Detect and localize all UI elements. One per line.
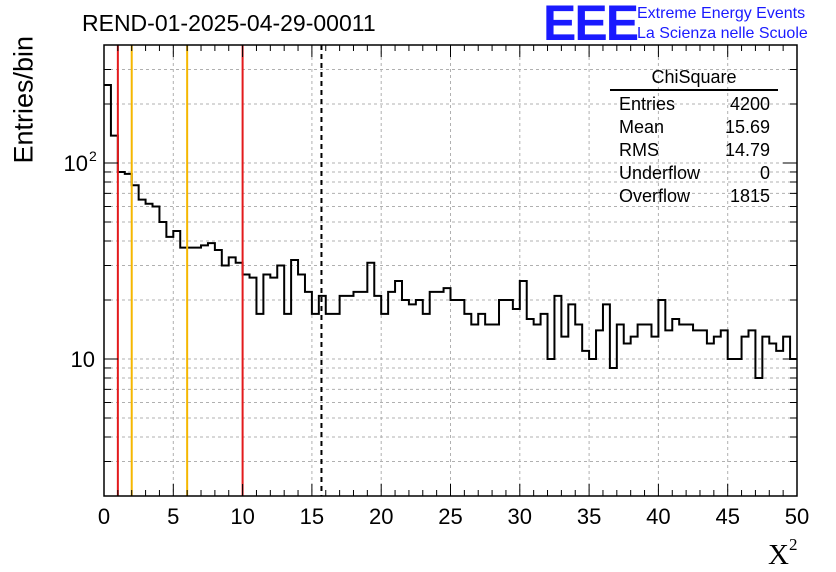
histogram-series — [104, 84, 797, 379]
y-tick-exponent: 2 — [89, 148, 97, 164]
stats-label: Mean — [619, 117, 665, 137]
stats-value: 0 — [759, 163, 770, 183]
y-tick-label: 10 — [71, 347, 95, 372]
x-tick-label: 20 — [369, 504, 393, 529]
x-tick-label: 10 — [230, 504, 254, 529]
eee-logo: EEE — [543, 0, 639, 51]
stats-value: 4200 — [729, 94, 770, 114]
stats-label: Overflow — [619, 186, 691, 206]
x-tick-label: 25 — [438, 504, 462, 529]
x-tick-label: 45 — [715, 504, 739, 529]
stats-label: RMS — [619, 140, 659, 160]
x-axis-label-base: X — [768, 539, 789, 571]
logo-caption: Extreme Energy Events La Scienza nelle S… — [637, 4, 808, 44]
x-tick-label: 50 — [785, 504, 809, 529]
stats-row-mean: Mean 15.69 — [610, 116, 778, 139]
stats-value: 14.79 — [724, 140, 770, 160]
stats-row-entries: Entries 4200 — [610, 93, 778, 116]
stats-label: Underflow — [619, 163, 701, 183]
stats-value: 15.69 — [724, 117, 770, 137]
x-tick-label: 40 — [646, 504, 670, 529]
stats-label: Entries — [619, 94, 676, 114]
stats-row-underflow: Underflow 0 — [610, 162, 778, 185]
x-tick-label: 35 — [577, 504, 601, 529]
x-tick-label: 5 — [167, 504, 179, 529]
stats-value: 1815 — [729, 186, 770, 206]
x-tick-label: 0 — [98, 504, 110, 529]
x-axis-label-superscript: 2 — [788, 535, 798, 554]
stats-row-overflow: Overflow 1815 — [610, 185, 778, 208]
x-tick-label: 30 — [508, 504, 532, 529]
stats-row-rms: RMS 14.79 — [610, 139, 778, 162]
y-tick-label: 10 — [64, 151, 88, 176]
logo-caption-line2: La Scienza nelle Scuole — [637, 25, 808, 42]
x-tick-label: 15 — [300, 504, 324, 529]
y-axis-label: Entries/bin — [8, 35, 39, 164]
x-axis-label: X2 — [768, 535, 797, 572]
stats-title: ChiSquare — [610, 67, 778, 91]
chart-title: REND-01-2025-04-29-00011 — [82, 10, 376, 36]
logo-caption-line1: Extreme Energy Events — [637, 5, 806, 22]
stats-box: ChiSquare Entries 4200 Mean 15.69 RMS 14.79… — [610, 67, 778, 208]
